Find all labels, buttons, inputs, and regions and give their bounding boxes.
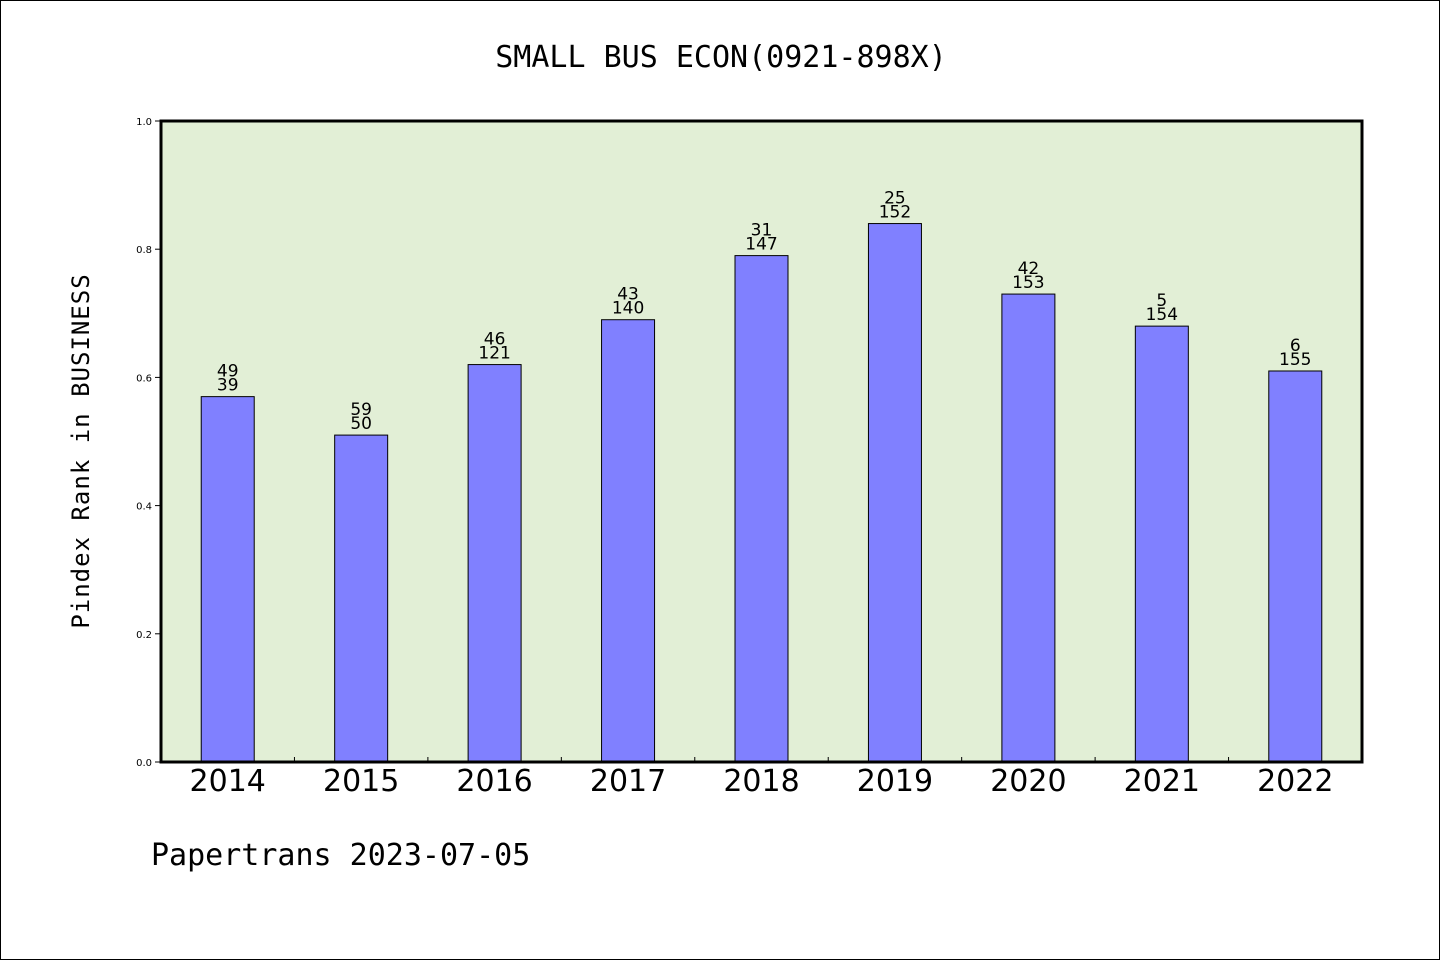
bar-label-top: 59 (350, 400, 372, 420)
x-tick-label: 2017 (590, 764, 666, 799)
bar-label-top: 43 (617, 285, 639, 305)
x-tick-label: 2015 (323, 764, 399, 799)
bar-label-bottom: 155 (1279, 350, 1311, 370)
bar-label-top: 49 (217, 362, 239, 382)
x-tick-label: 2016 (456, 764, 532, 799)
bar-2022 (1268, 370, 1323, 763)
bar-label-bottom: 50 (350, 414, 372, 434)
bar-label-bottom: 147 (745, 235, 777, 255)
y-tick-label: 0.2 (136, 630, 152, 641)
y-axis-label: Pindex Rank in BUSINESS (67, 273, 95, 628)
plot-border (159, 119, 1364, 764)
bar-label-top: 46 (484, 330, 506, 350)
bar-label-bottom: 140 (612, 299, 644, 319)
x-tick-label: 2022 (1257, 764, 1333, 799)
bar-2020 (1001, 293, 1056, 763)
bar-2017 (601, 319, 656, 763)
y-axis-ticks: 0.0 0.2 0.4 0.6 0.8 1.0 (136, 117, 161, 769)
bar-2018 (734, 255, 789, 763)
bar-label-top: 6 (1290, 336, 1301, 356)
bar-label-bottom: 154 (1146, 305, 1178, 325)
bar-2015 (334, 434, 389, 763)
y-tick-label: 0.6 (136, 373, 152, 384)
x-axis-ticks: 2014 2015 2016 2017 2018 2019 2020 2021 2022 (190, 757, 1333, 799)
x-tick-label: 2014 (190, 764, 266, 799)
bar-2014 (200, 396, 255, 763)
bars (200, 223, 1323, 763)
y-tick-label: 0.0 (136, 758, 152, 769)
x-tick-label: 2020 (990, 764, 1066, 799)
chart-title: SMALL BUS ECON(0921-898X) (495, 40, 947, 75)
bar-label-top: 31 (751, 221, 773, 241)
bar-label-top: 5 (1156, 291, 1167, 311)
x-tick-label: 2021 (1124, 764, 1200, 799)
bar-label-bottom: 152 (879, 203, 911, 223)
y-tick-label: 1.0 (136, 117, 152, 128)
bar-label-bottom: 121 (478, 344, 510, 364)
bar-2016 (467, 364, 522, 763)
footer-text: Papertrans 2023-07-05 (151, 838, 530, 873)
bar-label-bottom: 39 (217, 376, 239, 396)
bar-label-bottom: 153 (1012, 273, 1044, 293)
x-tick-label: 2018 (723, 764, 799, 799)
x-tick-label: 2019 (857, 764, 933, 799)
bar-label-top: 42 (1018, 259, 1040, 279)
bar-2021 (1134, 325, 1189, 763)
y-tick-label: 0.8 (136, 245, 152, 256)
y-tick-label: 0.4 (136, 502, 152, 513)
bar-label-top: 25 (884, 189, 906, 209)
bar-2019 (867, 223, 922, 763)
